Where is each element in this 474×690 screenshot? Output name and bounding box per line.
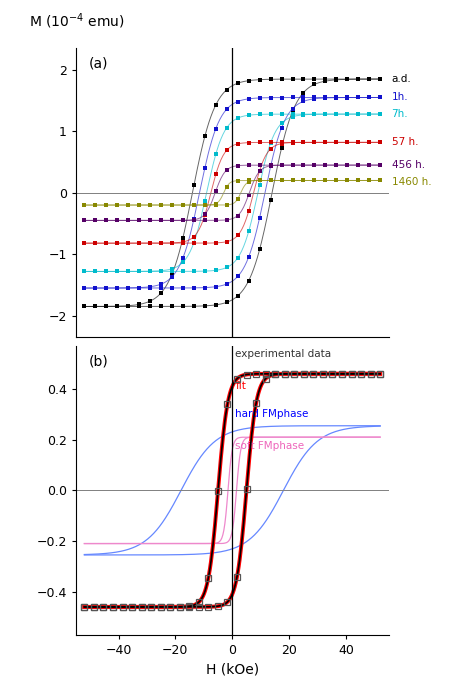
Text: (a): (a) xyxy=(88,57,108,71)
Text: fit: fit xyxy=(236,381,246,391)
X-axis label: H (kOe): H (kOe) xyxy=(206,662,259,676)
Text: M (10$^{-4}$ emu): M (10$^{-4}$ emu) xyxy=(29,11,125,31)
Text: a.d.: a.d. xyxy=(392,74,411,84)
Text: 456 h.: 456 h. xyxy=(392,160,425,170)
Text: 7h.: 7h. xyxy=(392,109,408,119)
Text: experimental data: experimental data xyxy=(236,348,331,359)
Text: soft FMphase: soft FMphase xyxy=(236,441,304,451)
Text: 1460 h.: 1460 h. xyxy=(392,177,431,187)
Text: hard FMphase: hard FMphase xyxy=(236,409,309,420)
Text: (b): (b) xyxy=(88,355,108,368)
Text: 1h.: 1h. xyxy=(392,92,408,103)
Text: 57 h.: 57 h. xyxy=(392,137,418,148)
